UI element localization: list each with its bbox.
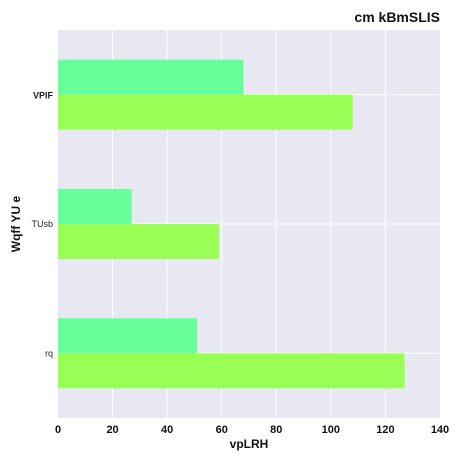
x-axis-title: vpLRH: [230, 437, 269, 451]
bar-TUsb-series-2: [58, 224, 219, 259]
bar-rq-series-1: [58, 318, 198, 354]
x-tick-label: 20: [106, 424, 118, 436]
y-tick-label: TUsb: [31, 219, 53, 229]
x-tick-label: 60: [216, 424, 228, 436]
y-axis-title: Wqff YU e: [9, 195, 23, 252]
x-tick-label: 80: [270, 424, 282, 436]
bar-rq-series-2: [58, 353, 405, 389]
bar-VPIF-series-1: [58, 59, 244, 95]
x-tick-label: 0: [55, 424, 61, 436]
bar-TUsb-series-1: [58, 189, 132, 224]
x-tick-label: 40: [161, 424, 173, 436]
y-tick-label: rq: [45, 348, 53, 358]
y-tick-label: VPIF: [33, 91, 54, 101]
bar-VPIF-series-2: [58, 94, 353, 130]
x-tick-label: 100: [322, 424, 340, 436]
x-axis-ticks: 0 20 40 60 80 100 120 140: [55, 424, 449, 436]
bars: [58, 59, 405, 389]
y-axis-ticks: VPIF TUsb rq: [31, 91, 53, 359]
x-tick-label: 120: [376, 424, 394, 436]
x-tick-label: 140: [431, 424, 449, 436]
chart-title: cm kBmSLIS: [354, 9, 440, 25]
